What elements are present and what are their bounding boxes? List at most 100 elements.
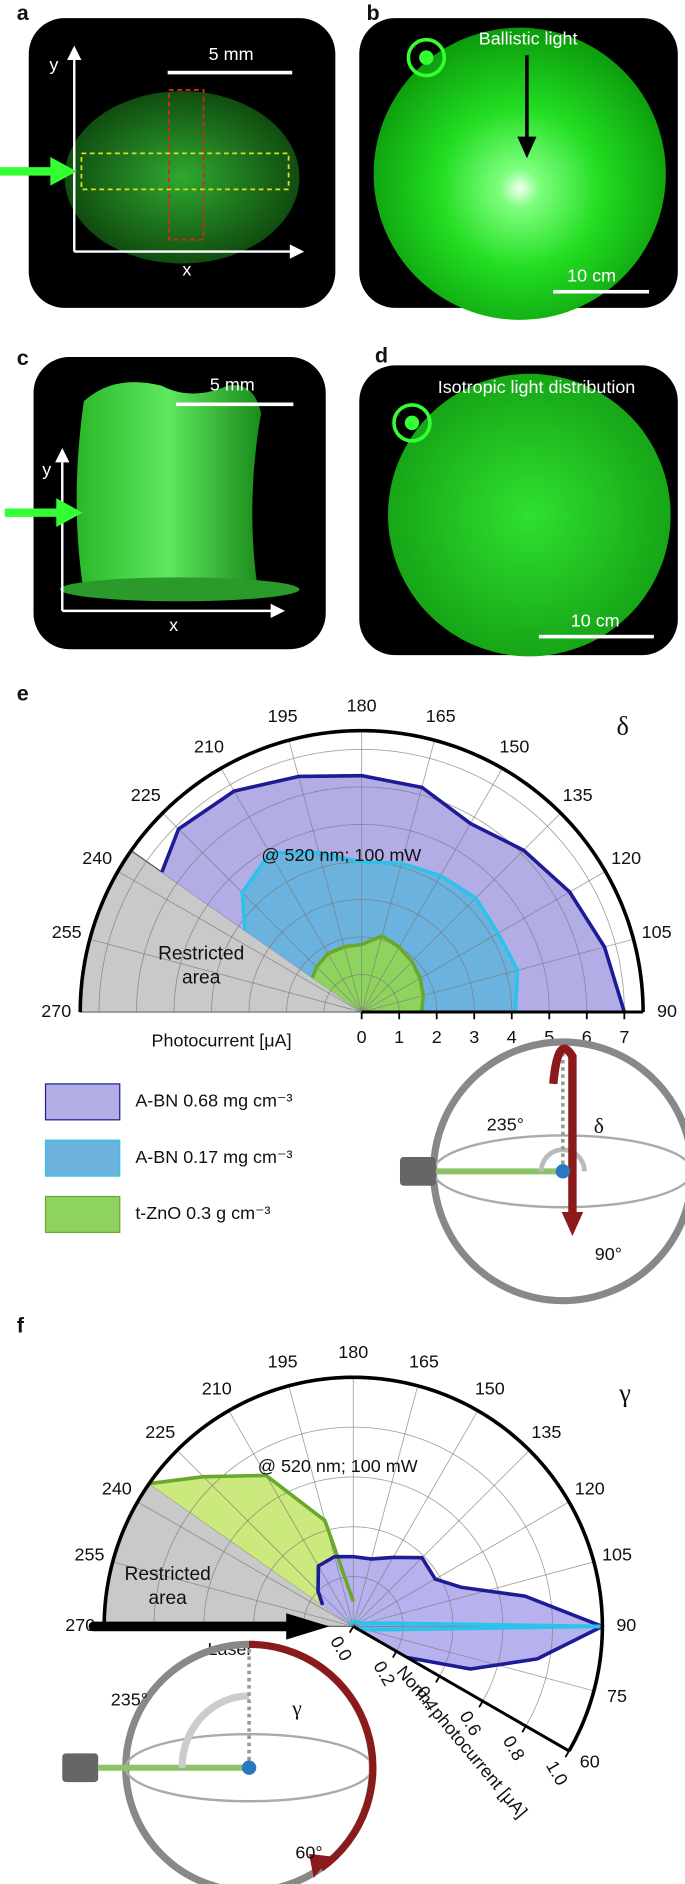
scale-bar: [167, 70, 293, 75]
sample-dot: [555, 1164, 571, 1179]
theta-tick-label: 75: [607, 1686, 627, 1706]
grid-spoke: [137, 1501, 354, 1627]
theta-tick-label: 120: [575, 1479, 605, 1499]
axis-label: y: [49, 55, 58, 75]
sample: [76, 382, 262, 593]
grid-spoke: [361, 938, 634, 1013]
theta-tick-label: 135: [563, 785, 593, 805]
sample: [64, 91, 300, 264]
annotation: Isotropic light distribution: [438, 377, 636, 397]
grid-spoke: [353, 1561, 594, 1627]
legend-swatch: [44, 1083, 121, 1121]
radial-tick: [348, 1625, 355, 1634]
arrow: [517, 136, 537, 159]
restricted-label: area: [182, 968, 221, 989]
theta-tick-label: 135: [531, 1422, 561, 1442]
radial-tick-label: 7: [619, 1027, 629, 1047]
restricted-label: Restricted: [158, 944, 244, 965]
radial-tick-label: 5: [544, 1027, 554, 1047]
rotation-arrow: [249, 1640, 377, 1872]
grid-spoke: [112, 1561, 354, 1627]
panel-letter: c: [17, 345, 29, 370]
axes: [61, 452, 278, 613]
scale-bar-label: 10 cm: [567, 266, 616, 286]
radial-tick-label: 0.8: [499, 1732, 529, 1764]
theta-tick-label: 90: [616, 1615, 636, 1635]
theta-tick-label: 255: [75, 1544, 105, 1564]
theta-tick-label: 240: [102, 1479, 132, 1499]
sample-base: [59, 577, 300, 602]
laser-source: [62, 1753, 99, 1783]
theta-tick-label: 180: [347, 695, 377, 715]
theta-symbol: γ: [618, 1378, 631, 1407]
grid-spoke: [288, 1385, 354, 1627]
scale-bar-label: 10 cm: [571, 610, 620, 630]
polar-chart: 60 75 90 105 120 135 150 165 180 195 210 225 240 255 2…: [17, 1313, 637, 1822]
rotation-arrow: [561, 1212, 584, 1236]
series-line: [240, 850, 520, 1013]
radial-axis: [352, 1625, 570, 1753]
sphere: [373, 27, 666, 320]
radial-axis-label: Photocurrent [μA]: [152, 1031, 292, 1051]
grid-spoke: [117, 870, 362, 1013]
legend-label: A-BN 0.17 mg cm⁻³: [135, 1147, 292, 1167]
series-line: [348, 1619, 605, 1632]
radial-tick: [521, 1725, 527, 1733]
panel-letter: e: [17, 680, 29, 705]
angle-label: 235°: [487, 1115, 524, 1135]
inset-diagram: 235° γ 60°: [62, 1640, 377, 1884]
restricted-label: Restricted: [125, 1564, 211, 1585]
laser-arrow: [286, 1613, 330, 1640]
radial-tick-label: 3: [469, 1027, 479, 1047]
radial-tick-label: 4: [507, 1027, 517, 1047]
legend-swatch: [44, 1195, 121, 1234]
polar-frame: [78, 728, 645, 1013]
theta-tick-label: 165: [426, 706, 456, 726]
theta-tick-label: 225: [131, 785, 161, 805]
annotation: @ 520 nm; 100 mW: [258, 1456, 418, 1476]
theta-tick-label: 105: [642, 922, 672, 942]
scale-bar-label: 5 mm: [210, 374, 255, 394]
beam-direction: [406, 37, 447, 78]
laser-source: [399, 1156, 436, 1186]
angle-symbol: δ: [594, 1114, 604, 1138]
grid-spoke: [361, 740, 435, 1013]
sample-dot: [241, 1760, 257, 1775]
radial-tick-label: 0.0: [326, 1633, 356, 1665]
scale-bar: [538, 634, 654, 639]
radial-tick-label: 2: [432, 1027, 442, 1047]
rotation-arrow: [549, 1044, 577, 1215]
series-line: [149, 1473, 355, 1603]
axes: [73, 50, 300, 253]
radial-tick-label: 1.0: [542, 1757, 572, 1789]
grid-spoke: [352, 1410, 479, 1627]
theta-tick-label: 195: [268, 706, 298, 726]
sphere: [388, 373, 671, 657]
theta-tick-label: 240: [82, 848, 112, 868]
polar-frame: [102, 1375, 605, 1752]
axis-label: x: [169, 615, 178, 635]
grid-spoke: [228, 1410, 354, 1627]
panel-letter: a: [17, 0, 30, 25]
radial-tick: [564, 1750, 570, 1758]
theta-tick-label: 120: [611, 848, 641, 868]
rotation-arrow: [308, 1853, 331, 1878]
radial-tick: [392, 1650, 398, 1658]
theta-tick-label: 225: [145, 1422, 175, 1442]
theta-tick-label: 210: [194, 736, 224, 756]
annotation: Ballistic light: [479, 28, 578, 48]
panel-letter: f: [17, 1313, 25, 1338]
radial-tick: [478, 1700, 484, 1708]
radial-tick-label: 6: [582, 1027, 592, 1047]
angle-label: 60°: [295, 1843, 322, 1863]
roi-box: [80, 152, 290, 191]
theta-tick-label: 255: [52, 922, 82, 942]
theta-tick-label: 270: [41, 1001, 71, 1021]
restricted-label: area: [148, 1588, 187, 1609]
angle-arc: [178, 1692, 250, 1768]
grid-spoke: [288, 740, 363, 1013]
grid-spoke: [220, 768, 363, 1013]
